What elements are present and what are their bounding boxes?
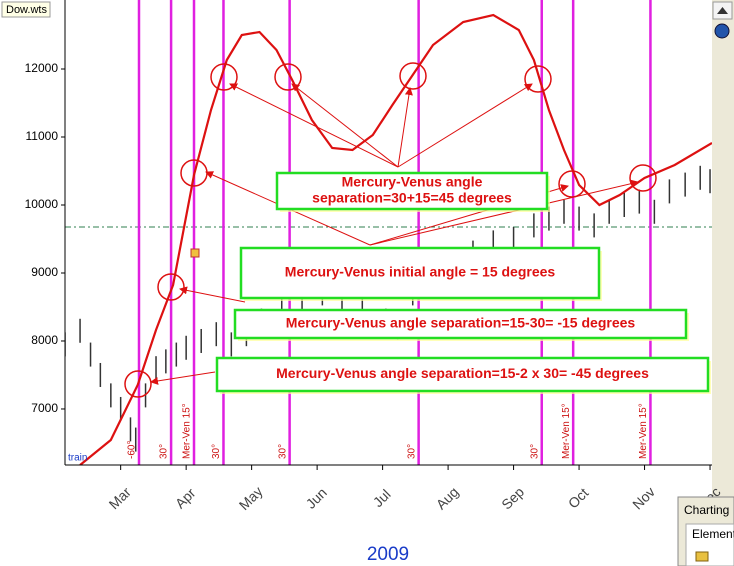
y-tick-label: 11000 [26, 129, 59, 143]
arrow [229, 83, 399, 168]
arrow [397, 83, 533, 168]
annotation-text: Mercury-Venus initial angle = 15 degrees [285, 264, 556, 280]
arrow [397, 87, 413, 168]
panel-tab-label[interactable]: Elements [692, 527, 734, 541]
scrollbar [712, 0, 734, 566]
y-tick-label: 8000 [31, 333, 58, 347]
y-tick-label: 10000 [25, 197, 59, 211]
annotation-text: separation=30+15=45 degrees [312, 190, 512, 206]
y-tick-label: 12000 [25, 61, 59, 75]
highlight-circle [524, 65, 552, 93]
event-label: Mer-Ven 15° [561, 403, 572, 459]
corner-label: train [68, 453, 87, 464]
curve [79, 13, 712, 465]
globe-icon[interactable] [714, 23, 730, 39]
arrow [291, 83, 399, 168]
highlight-circle [274, 63, 302, 91]
event-label: 30° [406, 444, 417, 459]
scroll-arrow [717, 7, 728, 14]
annotation-box [239, 246, 601, 300]
highlight-circle [399, 62, 427, 90]
panel-tab[interactable] [685, 523, 734, 566]
event-label: 30° [211, 444, 222, 459]
arrow [150, 371, 216, 385]
event-label: 30° [159, 444, 170, 459]
highlight-circle [558, 170, 586, 198]
event-label: Mer-Ven 15° [638, 403, 649, 459]
event-label: 30° [277, 444, 288, 459]
highlight-circle [629, 164, 657, 192]
panel-title: Charting [684, 503, 729, 517]
title-box [1, 1, 51, 18]
y-tick-label: 7000 [31, 401, 58, 415]
x-axis-label: 2009 [367, 544, 409, 565]
arrow [179, 286, 246, 303]
annotation-text: Mercury-Venus angle [342, 174, 483, 190]
annotation-box [275, 171, 549, 211]
y-tick-label: 9000 [31, 265, 58, 279]
highlight-circle [210, 63, 238, 91]
annotation-text: Mercury-Venus angle separation=15-2 x 30… [276, 365, 649, 381]
event-label: Mer-Ven 15° [182, 403, 193, 459]
chart-title: Dow.wts [6, 4, 47, 16]
event-label: -60° [127, 441, 138, 459]
annotation-text: Mercury-Venus angle separation=15-30= -1… [286, 315, 636, 331]
annotation-box [215, 356, 710, 393]
marker [190, 248, 200, 258]
annotation-box [233, 308, 688, 340]
arrow [369, 179, 639, 246]
folder-icon[interactable] [695, 551, 709, 562]
event-label: 30° [529, 444, 540, 459]
